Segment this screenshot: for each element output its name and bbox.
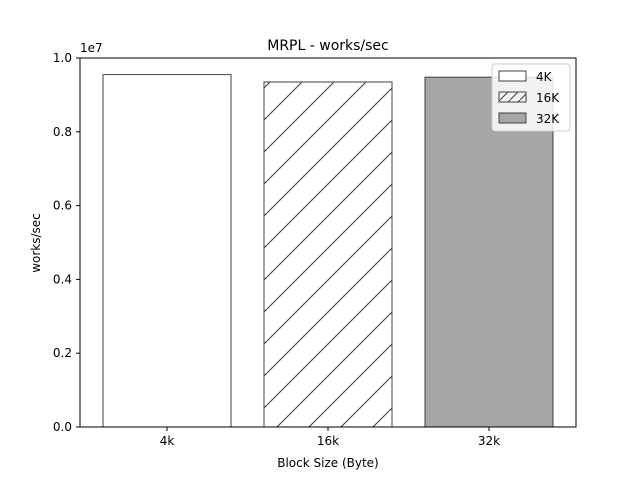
x-axis: 4k 16k 32k: [160, 427, 500, 448]
legend-swatch-16K: [498, 91, 527, 103]
y-tick-label: 0.2: [53, 346, 72, 360]
y-tick-label: 1.0: [53, 51, 72, 65]
y-tick-label: 0.8: [53, 125, 72, 139]
y-axis: 0.0 0.2 0.4 0.6 0.8 1.0: [53, 51, 80, 434]
y-offset-label: 1e7: [80, 41, 103, 55]
x-tick-label-4k: 4k: [160, 434, 175, 448]
legend-swatch-32K: [498, 112, 527, 124]
x-tick-label-32k: 32k: [478, 434, 500, 448]
y-tick-label: 0.6: [53, 199, 72, 213]
bar-32k: [424, 76, 554, 428]
legend-label-16K: 16K: [536, 91, 560, 105]
legend-label-32K: 32K: [536, 112, 560, 126]
legend-label-4K: 4K: [536, 70, 553, 84]
bar-4k: [102, 74, 232, 428]
bar-16k: [263, 81, 393, 428]
y-axis-label: works/sec: [29, 213, 43, 273]
chart-title: MRPL - works/sec: [267, 38, 389, 54]
x-tick-label-16k: 16k: [317, 434, 339, 448]
bars-group: [102, 74, 554, 428]
legend: 4K 16K 32K: [491, 63, 571, 132]
x-axis-label: Block Size (Byte): [277, 456, 379, 470]
legend-swatch-4K: [498, 70, 527, 82]
y-tick-label: 0.4: [53, 272, 72, 286]
y-tick-label: 0.0: [53, 420, 72, 434]
